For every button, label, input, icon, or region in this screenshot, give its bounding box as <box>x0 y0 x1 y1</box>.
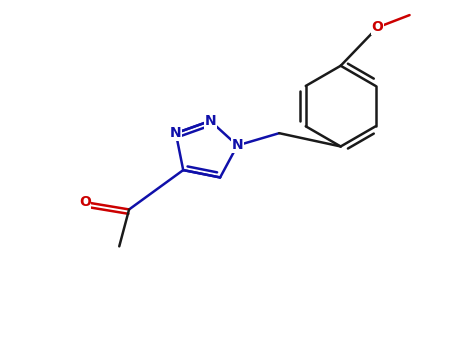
Text: N: N <box>232 139 243 153</box>
Text: O: O <box>79 195 91 209</box>
Text: O: O <box>372 20 384 34</box>
Text: N: N <box>204 114 216 128</box>
Text: N: N <box>170 126 182 140</box>
